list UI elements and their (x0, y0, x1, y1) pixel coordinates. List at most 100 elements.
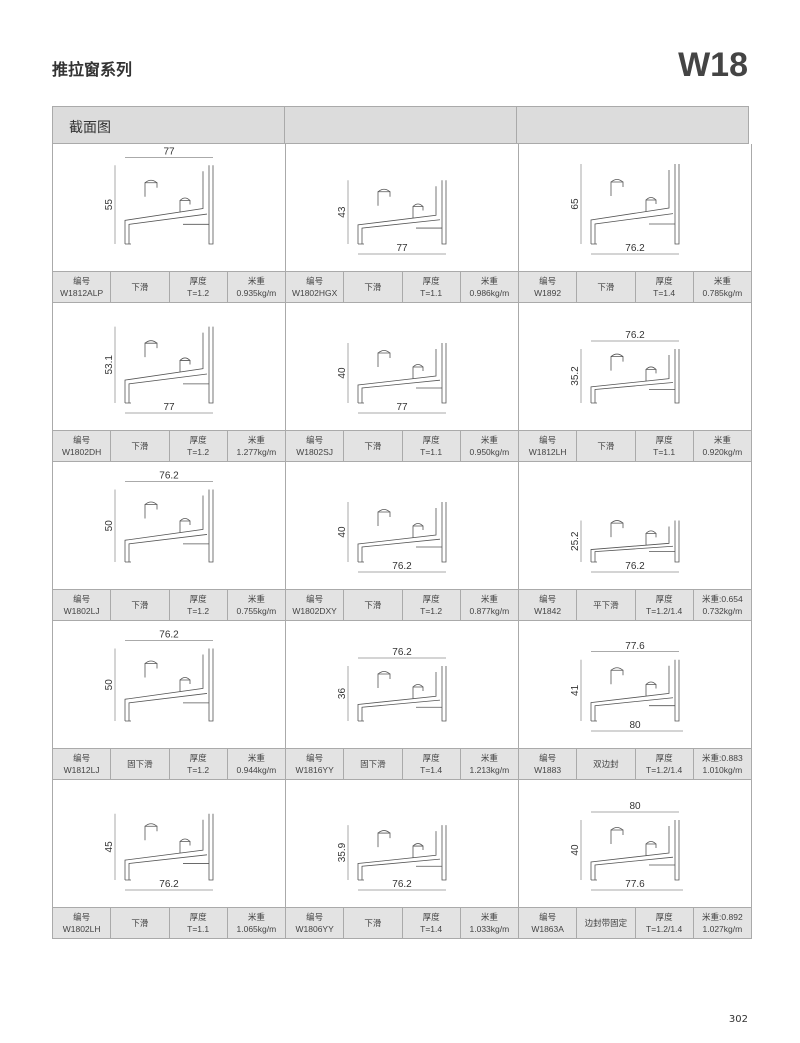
width-dimension: 76.2 (625, 330, 645, 341)
thickness-value: T=1.2 (187, 606, 210, 616)
profile-outline (357, 343, 447, 404)
section-drawing: 76.2 65 (519, 144, 751, 272)
profile-row: 76.2 45 编号 W1802LH 下滑 厚度 T=1.1 米重 1.065kg/m 76… (53, 780, 752, 939)
profile-outline (124, 648, 214, 722)
series-code: W18 (678, 46, 748, 84)
weight-value: 1.277kg/m (236, 447, 277, 457)
weight-label: 米重 (247, 753, 265, 763)
type-cell: 边封带固定 (577, 908, 636, 938)
profile-cell: 76.2 65 编号 W1892 下滑 厚度 T=1.4 米重 0.785kg/m (519, 144, 752, 303)
weight-value: 1.065kg/m (236, 924, 277, 934)
profile-outline (357, 502, 447, 563)
code-cell: 编号 W1802HGX (286, 272, 345, 302)
profile-type: 平下滑 (593, 600, 619, 610)
profile-info: 编号 W1802HGX 下滑 厚度 T=1.1 米重 0.986kg/m (286, 272, 518, 303)
weight-label: 米重 (247, 594, 265, 604)
profile-type: 下滑 (131, 282, 149, 292)
height-dimension: 35.9 (337, 842, 348, 862)
profile-cell: 76.2 45 编号 W1802LH 下滑 厚度 T=1.1 米重 1.065kg/m (53, 780, 286, 939)
profile-type: 下滑 (364, 282, 382, 292)
profile-outline (590, 520, 680, 563)
thickness-value: T=1.1 (420, 288, 443, 298)
weight-label: 米重 (480, 594, 498, 604)
thickness-cell: 厚度 T=1.4 (403, 749, 461, 779)
header-blank (517, 107, 749, 144)
type-cell: 下滑 (344, 431, 403, 461)
weight-cell: 米重:0.892 1.027kg/m (694, 908, 751, 938)
type-cell: 双边封 (577, 749, 636, 779)
weight-value: 1.027kg/m (702, 924, 743, 934)
section-label: 截面图 (53, 107, 285, 144)
code-cell: 编号 W1812LH (519, 431, 578, 461)
width-dimension: 76.2 (159, 630, 179, 641)
profile-row: 76.2 50 编号 W1812LJ 固下滑 厚度 T=1.2 米重 0.944kg/m 7… (53, 621, 752, 780)
code-label: 编号 (306, 912, 324, 922)
profile-type: 下滑 (597, 441, 615, 451)
profile-row: 77 53.1 编号 W1802DH 下滑 厚度 T=1.2 米重 1.277kg/m 77… (53, 303, 752, 462)
height-dimension: 65 (570, 198, 581, 210)
thickness-cell: 厚度 T=1.2/1.4 (636, 590, 694, 620)
height-dimension: 50 (104, 679, 115, 691)
profile-code: W1812LH (528, 447, 567, 457)
profile-code: W1883 (534, 765, 562, 775)
height-dimension: 35.2 (570, 366, 581, 386)
weight-label: 米重 (480, 753, 498, 763)
thickness-cell: 厚度 T=1.1 (403, 272, 461, 302)
height-dimension: 53.1 (104, 355, 115, 375)
height-dimension: 45 (104, 841, 115, 853)
code-cell: 编号 W1812LJ (53, 749, 112, 779)
width-dimension: 76.2 (392, 879, 412, 890)
profile-info: 编号 W1802LH 下滑 厚度 T=1.1 米重 1.065kg/m (53, 908, 285, 939)
profile-table: 截面图 77 55 编号 W1812ALP 下滑 厚度 T=1.2 米重 0.935kg/… (52, 106, 752, 939)
weight-label: 米重:0.654 (702, 594, 743, 604)
code-label: 编号 (306, 753, 324, 763)
code-label: 编号 (306, 594, 324, 604)
thickness-value: T=1.1 (653, 447, 676, 457)
thickness-value: T=1.2 (420, 606, 443, 616)
height-dimension: 25.2 (570, 531, 581, 551)
thickness-label: 厚度 (655, 435, 673, 445)
type-cell: 下滑 (344, 590, 403, 620)
type-cell: 下滑 (577, 272, 636, 302)
type-cell: 固下滑 (344, 749, 403, 779)
thickness-label: 厚度 (189, 435, 207, 445)
profile-type: 边封带固定 (584, 918, 628, 928)
width-dimension: 76.2 (625, 561, 645, 572)
profile-type: 固下滑 (360, 759, 386, 769)
thickness-label: 厚度 (189, 753, 207, 763)
weight-cell: 米重 0.920kg/m (694, 431, 751, 461)
profile-code: W1812ALP (60, 288, 104, 298)
weight-value: 0.732kg/m (702, 606, 743, 616)
weight-value: 0.785kg/m (702, 288, 743, 298)
weight-cell: 米重 0.935kg/m (228, 272, 285, 302)
type-cell: 下滑 (111, 431, 170, 461)
type-cell: 下滑 (344, 272, 403, 302)
series-title: 推拉窗系列 (52, 60, 133, 79)
weight-cell: 米重 1.277kg/m (228, 431, 285, 461)
width-dimension: 77.6 (625, 641, 645, 652)
section-drawing: 77 53.1 (53, 303, 285, 431)
thickness-value: T=1.2 (187, 447, 210, 457)
thickness-label: 厚度 (422, 753, 440, 763)
profile-info: 编号 W1802SJ 下滑 厚度 T=1.1 米重 0.950kg/m (286, 431, 518, 462)
profile-cell: 77.6 41 80 编号 W1883 双边封 厚度 T=1.2/1.4 米重:0.883… (519, 621, 752, 780)
weight-label: 米重 (247, 912, 265, 922)
type-cell: 下滑 (111, 590, 170, 620)
profile-info: 编号 W1842 平下滑 厚度 T=1.2/1.4 米重:0.654 0.732kg/… (519, 590, 751, 621)
section-drawing: 76.2 36 (286, 621, 518, 749)
height-dimension: 43 (337, 206, 348, 218)
width-dimension: 80 (629, 801, 641, 812)
code-cell: 编号 W1806YY (286, 908, 345, 938)
thickness-label: 厚度 (655, 594, 673, 604)
profile-info: 编号 W1812ALP 下滑 厚度 T=1.2 米重 0.935kg/m (53, 272, 285, 303)
type-cell: 平下滑 (577, 590, 636, 620)
code-cell: 编号 W1802LH (53, 908, 112, 938)
weight-value: 0.920kg/m (702, 447, 743, 457)
profile-info: 编号 W1892 下滑 厚度 T=1.4 米重 0.785kg/m (519, 272, 751, 303)
profile-cell: 77 55 编号 W1812ALP 下滑 厚度 T=1.2 米重 0.935kg/m (53, 144, 286, 303)
section-drawing: 77.6 41 80 (519, 621, 751, 749)
profile-code: W1802SJ (296, 447, 334, 457)
profile-code: W1892 (534, 288, 562, 298)
thickness-cell: 厚度 T=1.4 (403, 908, 461, 938)
